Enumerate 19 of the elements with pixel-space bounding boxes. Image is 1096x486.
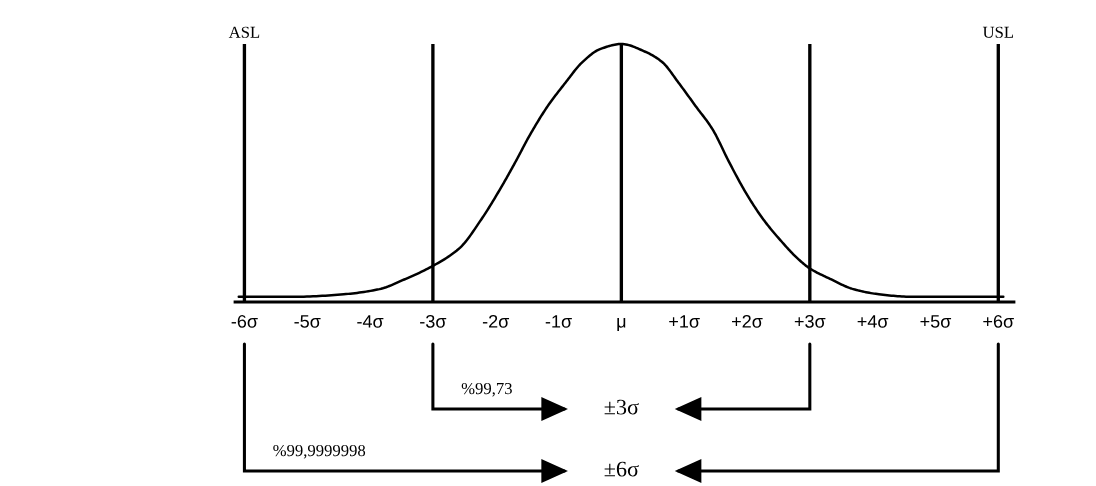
x-tick-label: +4σ: [857, 315, 889, 328]
ref-line-label: USL: [982, 26, 1014, 38]
x-tick-label: -6σ: [231, 314, 258, 328]
ref-line-label: ASL: [228, 26, 260, 38]
text: ±6σ: [604, 461, 639, 477]
x-tick-label: +1σ: [669, 315, 700, 328]
text: %99,9999998: [273, 444, 366, 459]
text: ±3σ: [604, 399, 639, 415]
x-tick-label: -5σ: [294, 315, 321, 328]
x-tick-label: -2σ: [482, 314, 510, 328]
x-tick-label: +5σ: [920, 315, 952, 328]
x-tick-label: -4σ: [357, 315, 384, 328]
x-tick-label: +6σ: [983, 314, 1014, 328]
x-tick-label: μ: [617, 318, 626, 332]
text: %99,73: [461, 382, 512, 397]
x-tick-label: -1σ: [545, 315, 572, 328]
x-tick-label: +2σ: [732, 314, 763, 328]
x-tick-label: -3σ: [420, 314, 447, 328]
x-tick-label: +3σ: [794, 314, 826, 328]
